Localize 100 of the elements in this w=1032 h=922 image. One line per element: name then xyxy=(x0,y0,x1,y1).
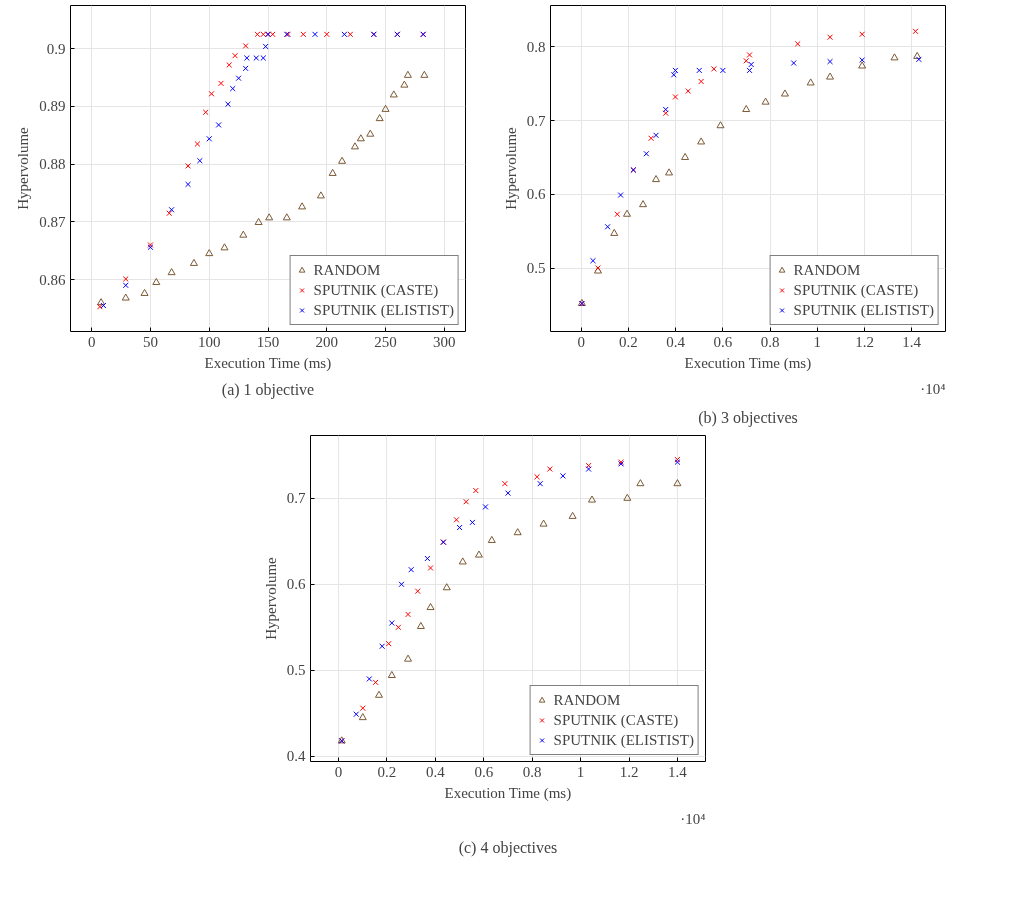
point xyxy=(196,157,203,164)
point xyxy=(388,620,395,626)
point xyxy=(643,150,650,157)
point xyxy=(341,31,348,38)
point xyxy=(400,80,409,88)
x-axis-title: Execution Time (ms) xyxy=(204,354,332,372)
point xyxy=(780,89,789,97)
y-tick-label: 0.89 xyxy=(39,98,66,115)
legend-label: RANDOM xyxy=(553,691,621,709)
point xyxy=(681,152,690,160)
x-tick-label: 1 xyxy=(576,763,585,780)
point xyxy=(604,223,611,230)
point xyxy=(474,550,483,558)
point xyxy=(316,191,325,199)
point xyxy=(298,202,307,210)
point xyxy=(469,519,476,526)
point xyxy=(806,78,815,86)
point xyxy=(748,61,755,68)
x-tick-label: 200 xyxy=(315,333,339,350)
point xyxy=(587,495,596,503)
legend-label: SPUTNIK (CASTE) xyxy=(793,281,919,299)
x-tick-label: 150 xyxy=(256,333,280,350)
point xyxy=(456,524,463,531)
point xyxy=(338,156,347,164)
point xyxy=(122,276,129,282)
point xyxy=(623,493,632,501)
x-tick-label: 0.2 xyxy=(619,333,638,350)
y-axis-title: Hypervolume xyxy=(15,126,32,210)
y-tick-label: 0.87 xyxy=(39,213,66,230)
point xyxy=(590,257,596,264)
x-tick-label: 0.4 xyxy=(666,333,686,350)
point xyxy=(381,104,390,112)
point xyxy=(189,258,198,266)
text: ·10⁴ xyxy=(680,810,706,827)
point xyxy=(140,288,149,296)
legend-label: SPUTNIK (ELISTIST) xyxy=(313,301,454,319)
point xyxy=(375,114,384,122)
point xyxy=(414,588,421,595)
point xyxy=(122,282,129,289)
legend-label: RANDOM xyxy=(313,261,381,279)
x-tick-label: 50 xyxy=(142,333,158,350)
x-tick-label: 0.6 xyxy=(474,763,494,780)
point xyxy=(639,200,648,208)
point xyxy=(614,211,621,218)
point xyxy=(96,303,103,310)
point xyxy=(375,690,383,698)
legend-label: SPUTNIK (CASTE) xyxy=(553,711,679,729)
point xyxy=(761,97,770,105)
point xyxy=(685,88,692,95)
y-tick-label: 0.4 xyxy=(286,748,306,765)
x-tick-label: 0 xyxy=(577,333,585,350)
point xyxy=(152,277,161,285)
y-tick-label: 0.88 xyxy=(39,156,66,173)
point xyxy=(698,78,705,85)
point xyxy=(372,679,379,686)
point xyxy=(539,519,548,527)
point xyxy=(359,705,366,712)
point xyxy=(426,602,435,611)
point xyxy=(472,487,479,494)
point xyxy=(385,640,392,647)
point xyxy=(915,56,922,63)
x-tick-label: 1 xyxy=(813,333,822,350)
point xyxy=(229,85,236,92)
point xyxy=(205,249,214,257)
point xyxy=(366,675,373,682)
point xyxy=(672,67,679,74)
point xyxy=(652,175,661,183)
point xyxy=(912,28,919,35)
point xyxy=(672,93,679,100)
point xyxy=(300,31,307,38)
point xyxy=(235,75,242,82)
point xyxy=(890,53,899,61)
point xyxy=(746,51,753,58)
y-tick-label: 0.8 xyxy=(526,38,546,55)
y-axis-title: Hypervolume xyxy=(502,126,519,210)
point xyxy=(710,65,717,72)
x-axis-title: Execution Time (ms) xyxy=(684,354,812,372)
point xyxy=(568,511,577,519)
point xyxy=(463,498,470,505)
legend-label: SPUTNIK (ELISTIST) xyxy=(553,731,694,749)
point xyxy=(232,52,239,59)
text: ·10⁴ xyxy=(920,380,946,397)
point xyxy=(826,72,835,80)
point xyxy=(389,90,398,98)
point xyxy=(208,90,215,97)
text: (b) 3 objectives xyxy=(698,408,798,427)
point xyxy=(673,479,682,487)
point xyxy=(185,162,192,169)
point xyxy=(697,137,706,145)
point xyxy=(427,564,434,571)
point xyxy=(794,40,801,47)
point xyxy=(121,293,130,301)
point xyxy=(719,67,726,74)
x-tick-label: 100 xyxy=(197,333,221,350)
point xyxy=(610,228,619,236)
point xyxy=(218,80,224,87)
point xyxy=(636,479,645,487)
point xyxy=(442,583,451,591)
point xyxy=(168,206,175,213)
point xyxy=(350,142,359,150)
